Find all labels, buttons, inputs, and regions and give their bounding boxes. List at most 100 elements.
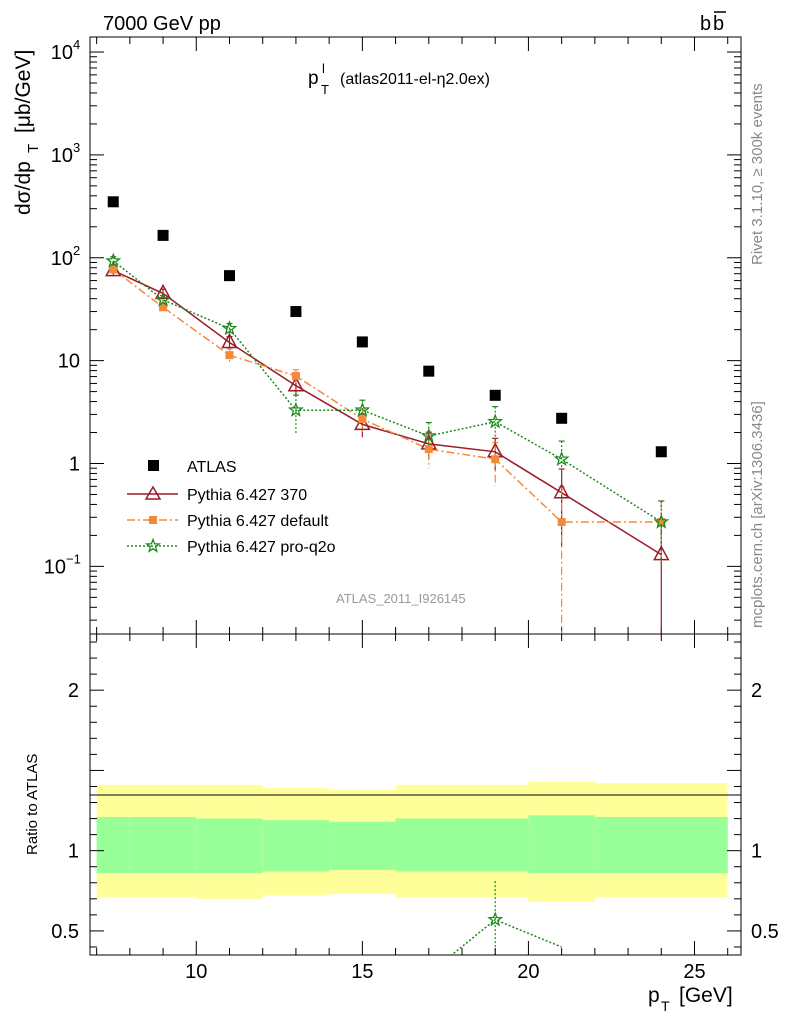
pydefault-point xyxy=(225,351,234,360)
pyq2o-point xyxy=(155,291,172,307)
legend-370-marker xyxy=(144,485,162,500)
pyq2o-point xyxy=(287,401,304,417)
ratio-band-inner xyxy=(129,816,197,874)
y-tick-label: 10 xyxy=(58,351,80,373)
ylabel-main: dσ/dp xyxy=(12,161,35,215)
xlabel-unit: [GeV] xyxy=(679,984,733,1007)
x-tick-label: 25 xyxy=(683,961,705,983)
atlas-point xyxy=(489,389,501,401)
ratio-line xyxy=(450,918,562,955)
py370-point xyxy=(553,483,570,499)
ratio-band-inner xyxy=(594,816,728,874)
py370-point xyxy=(221,332,238,349)
series-line xyxy=(112,269,662,556)
process-b: b xyxy=(700,13,711,35)
ratio-y-tick-label-left: 2 xyxy=(68,680,79,702)
ratio-bands xyxy=(96,781,728,903)
pyq2o-point xyxy=(354,401,371,417)
pyq2o-point xyxy=(553,450,570,466)
ratio-q2o xyxy=(450,881,562,955)
ratio-y-tick-label-right: 1 xyxy=(751,841,762,863)
pydefault-point xyxy=(424,445,433,454)
atlas-point xyxy=(290,306,302,318)
atlas-point xyxy=(107,196,119,208)
legend-q2o: Pythia 6.427 pro-q2o xyxy=(187,539,336,556)
legend-default-marker xyxy=(149,516,157,524)
xlabel-sub: T xyxy=(661,998,670,1014)
main-ticks xyxy=(90,37,741,634)
pydefault-point xyxy=(557,517,566,526)
x-tick-labels: 10 15 20 25 xyxy=(185,961,705,983)
atlas-point xyxy=(224,270,235,282)
title-sup: l xyxy=(322,61,325,76)
x-tick-label: 20 xyxy=(517,961,539,983)
main-y-axis-label: dσ/dp T [μb/GeV] xyxy=(12,50,42,215)
pydefault-point xyxy=(159,303,168,312)
analysis-label: ATLAS_2011_I926145 xyxy=(336,591,466,606)
ratio-y-tick-label-left: 0.5 xyxy=(51,921,79,943)
pyq2o-point xyxy=(221,320,238,336)
ratio-band-inner xyxy=(96,816,130,874)
ratio-panel: 2 2 1 1 0.5 0.5 10 15 20 25 Ratio to ATLAS p T [… xyxy=(24,633,779,1014)
title-sub: T xyxy=(321,82,329,97)
pyq2o-point xyxy=(487,413,504,429)
title-p: p xyxy=(308,68,319,89)
y-tick-exp: 2 xyxy=(73,243,80,258)
pyq2o-point xyxy=(105,252,122,268)
ratio-y-tick-label-right: 2 xyxy=(751,680,762,702)
x-tick-label: 15 xyxy=(351,961,373,983)
y-tick-base: 10 xyxy=(58,351,80,373)
mcplots-label: mcplots.cern.ch [arXiv:1306.3436] xyxy=(749,401,766,628)
ratio-series xyxy=(450,881,562,955)
y-tick-label: 10 3 xyxy=(51,140,80,167)
legend-default: Pythia 6.427 default xyxy=(187,513,329,530)
ratio-band-inner xyxy=(395,818,462,872)
legend-370: Pythia 6.427 370 xyxy=(187,487,307,504)
y-tick-base: 10 xyxy=(44,556,66,578)
y-tick-label: 1 xyxy=(69,453,80,475)
ratio-y-tick-labels: 2 2 1 1 0.5 0.5 xyxy=(51,680,779,943)
ratio-band-inner xyxy=(262,820,330,872)
series-line xyxy=(112,260,662,523)
ratio-band-inner xyxy=(196,818,263,874)
pydefault-point xyxy=(109,265,118,274)
y-tick-exp: 3 xyxy=(73,140,80,155)
ratio-band-inner xyxy=(528,815,595,874)
atlas-point xyxy=(356,336,368,348)
legend-atlas-marker xyxy=(148,460,159,471)
ratio-y-axis-label: Ratio to ATLAS xyxy=(24,754,41,855)
ratio-band-inner xyxy=(329,821,396,870)
y-tick-base: 10 xyxy=(51,145,73,167)
rivet-label: Rivet 3.1.10, ≥ 300k events xyxy=(749,83,766,265)
pydefault-point xyxy=(657,517,666,526)
py370-point xyxy=(287,376,305,392)
ratio-band-inner xyxy=(462,818,529,872)
process-label: b b xyxy=(700,11,726,35)
x-axis-label: p T [GeV] xyxy=(648,984,733,1014)
ratio-ticks xyxy=(90,634,741,955)
y-tick-label: 10 −1 xyxy=(44,551,81,578)
pydefault-point xyxy=(491,455,500,464)
title-note: (atlas2011-el-η2.0ex) xyxy=(340,71,490,88)
x-tick-label: 10 xyxy=(185,961,207,983)
y-tick-base: 10 xyxy=(51,248,73,270)
ylabel-sub: T xyxy=(25,144,42,153)
pydefault-point xyxy=(358,415,367,424)
plot-title: p l T (atlas2011-el-η2.0ex) xyxy=(308,61,490,97)
ratio-point xyxy=(487,911,504,927)
y-tick-label: 10 2 xyxy=(51,243,80,270)
y-tick-base: 10 xyxy=(51,42,73,64)
y-tick-exp: −1 xyxy=(66,551,81,566)
process-bbar: b xyxy=(713,13,724,35)
y-tick-label: 10 4 xyxy=(51,37,80,64)
ratio-frame xyxy=(89,633,742,956)
legend: ATLAS Pythia 6.427 370 Pythia 6.427 defa… xyxy=(127,459,336,556)
ratio-y-tick-label-right: 0.5 xyxy=(751,921,779,943)
energy-label: 7000 GeV pp xyxy=(103,13,221,35)
atlas-point xyxy=(157,229,169,241)
pydefault-point xyxy=(291,371,300,380)
y-tick-exp: 4 xyxy=(73,37,80,52)
